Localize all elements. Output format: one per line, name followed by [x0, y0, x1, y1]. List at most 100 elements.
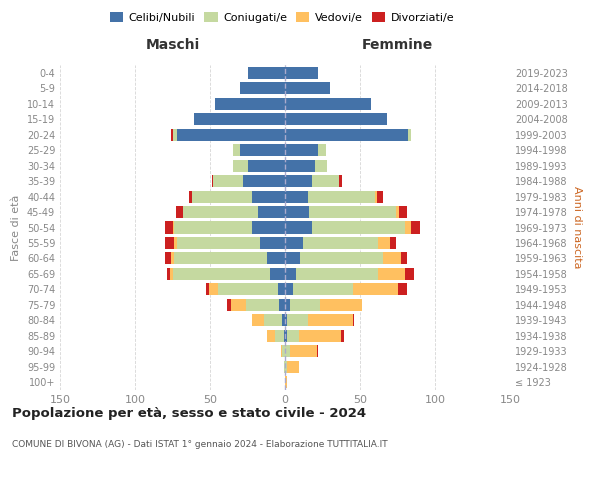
Bar: [408, 128, 411, 140]
Bar: [177, 128, 285, 140]
Bar: [287, 314, 308, 326]
Bar: [240, 82, 285, 94]
Bar: [215, 98, 285, 110]
Bar: [396, 206, 399, 218]
Bar: [315, 160, 327, 172]
Bar: [375, 190, 377, 202]
Bar: [165, 252, 171, 264]
Bar: [174, 252, 267, 264]
Bar: [233, 160, 248, 172]
Bar: [227, 299, 231, 311]
Bar: [303, 237, 378, 249]
Bar: [218, 284, 277, 296]
Text: Femmine: Femmine: [362, 38, 433, 52]
Bar: [285, 190, 308, 202]
Bar: [285, 330, 287, 342]
Bar: [353, 314, 354, 326]
Bar: [173, 222, 174, 234]
Bar: [390, 237, 396, 249]
Bar: [308, 314, 353, 326]
Bar: [252, 190, 285, 202]
Bar: [193, 113, 285, 125]
Bar: [285, 346, 290, 358]
Bar: [282, 314, 285, 326]
Bar: [192, 190, 252, 202]
Bar: [267, 330, 275, 342]
Bar: [270, 268, 285, 280]
Bar: [170, 268, 173, 280]
Bar: [290, 346, 317, 358]
Bar: [287, 361, 299, 373]
Bar: [285, 361, 287, 373]
Text: Maschi: Maschi: [145, 38, 200, 52]
Bar: [285, 252, 300, 264]
Bar: [300, 252, 383, 264]
Bar: [299, 330, 341, 342]
Bar: [285, 376, 287, 388]
Bar: [189, 190, 192, 202]
Bar: [231, 299, 246, 311]
Bar: [212, 175, 213, 187]
Bar: [282, 346, 285, 358]
Bar: [260, 237, 285, 249]
Bar: [233, 144, 240, 156]
Bar: [285, 66, 318, 79]
Bar: [173, 128, 177, 140]
Bar: [258, 206, 285, 218]
Bar: [378, 237, 390, 249]
Bar: [399, 206, 407, 218]
Bar: [183, 206, 258, 218]
Bar: [377, 190, 383, 202]
Bar: [174, 237, 177, 249]
Bar: [285, 98, 371, 110]
Bar: [353, 284, 398, 296]
Bar: [171, 128, 173, 140]
Bar: [309, 206, 396, 218]
Legend: Celibi/Nubili, Coniugati/e, Vedovi/e, Divorziati/e: Celibi/Nubili, Coniugati/e, Vedovi/e, Di…: [106, 8, 458, 28]
Bar: [312, 175, 339, 187]
Bar: [167, 268, 170, 280]
Bar: [341, 330, 343, 342]
Bar: [285, 314, 287, 326]
Bar: [285, 222, 312, 234]
Bar: [290, 299, 320, 311]
Bar: [285, 237, 303, 249]
Bar: [285, 113, 387, 125]
Bar: [165, 237, 174, 249]
Bar: [267, 252, 285, 264]
Bar: [285, 128, 408, 140]
Bar: [411, 222, 420, 234]
Bar: [320, 299, 361, 311]
Y-axis label: Anni di nascita: Anni di nascita: [572, 186, 581, 269]
Bar: [287, 330, 299, 342]
Bar: [284, 330, 285, 342]
Bar: [177, 237, 260, 249]
Bar: [339, 175, 342, 187]
Bar: [171, 252, 174, 264]
Text: COMUNE DI BIVONA (AG) - Dati ISTAT 1° gennaio 2024 - Elaborazione TUTTITALIA.IT: COMUNE DI BIVONA (AG) - Dati ISTAT 1° ge…: [12, 440, 388, 449]
Bar: [264, 314, 282, 326]
Bar: [285, 299, 290, 311]
Bar: [284, 361, 285, 373]
Bar: [318, 144, 325, 156]
Bar: [317, 346, 318, 358]
Bar: [378, 268, 405, 280]
Bar: [285, 82, 330, 94]
Bar: [285, 175, 312, 187]
Bar: [401, 252, 407, 264]
Bar: [383, 252, 401, 264]
Bar: [248, 66, 285, 79]
Bar: [285, 160, 315, 172]
Bar: [174, 222, 252, 234]
Text: Popolazione per età, sesso e stato civile - 2024: Popolazione per età, sesso e stato civil…: [12, 408, 366, 420]
Bar: [285, 206, 309, 218]
Bar: [405, 222, 411, 234]
Bar: [285, 144, 318, 156]
Bar: [246, 299, 279, 311]
Bar: [248, 160, 285, 172]
Y-axis label: Fasce di età: Fasce di età: [11, 194, 21, 260]
Bar: [308, 190, 375, 202]
Bar: [293, 284, 353, 296]
Bar: [398, 284, 407, 296]
Bar: [277, 284, 285, 296]
